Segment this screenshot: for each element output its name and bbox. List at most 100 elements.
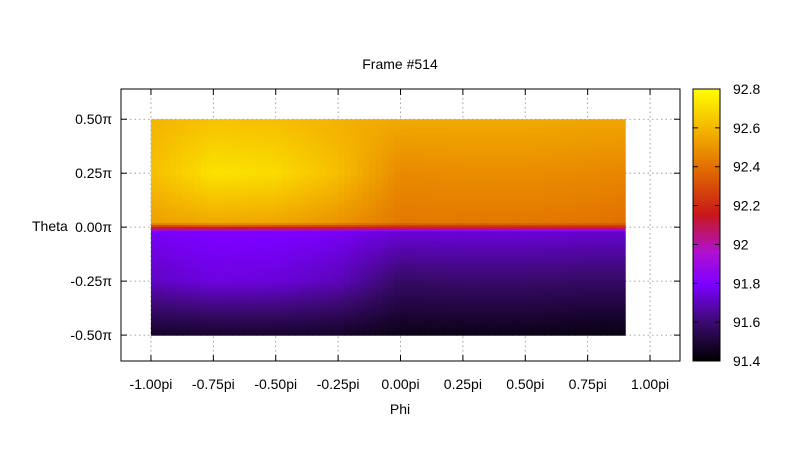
heatmap-cell: [587, 139, 595, 143]
heatmap-cell: [182, 123, 189, 126]
heatmap-cell: [163, 170, 171, 173]
heatmap-cell: [425, 249, 433, 253]
heatmap-cell: [525, 200, 533, 204]
heatmap-cell: [568, 219, 576, 222]
heatmap-cell: [188, 196, 196, 200]
heatmap-cell: [294, 153, 302, 157]
heatmap-cell: [593, 161, 601, 165]
heatmap-cell: [450, 159, 458, 163]
heatmap-cell: [487, 239, 495, 243]
heatmap-cell: [200, 223, 208, 226]
heatmap-cell: [437, 237, 445, 240]
heatmap-cell: [475, 153, 483, 157]
heatmap-cell: [375, 164, 383, 167]
heatmap-cell: [394, 231, 402, 234]
heatmap-cell: [543, 188, 551, 192]
heatmap-cell: [363, 153, 370, 157]
heatmap-cell: [425, 237, 433, 240]
heatmap-cell: [500, 233, 508, 236]
heatmap-cell: [450, 143, 458, 147]
heatmap-cell: [306, 119, 314, 122]
heatmap-cell: [269, 206, 277, 210]
heatmap-cell: [519, 219, 526, 222]
heatmap-cell: [250, 166, 258, 169]
heatmap-cell: [313, 192, 320, 196]
heatmap-cell: [593, 237, 601, 240]
heatmap-cell: [519, 243, 526, 247]
heatmap-cell: [269, 121, 277, 124]
heatmap-cell: [462, 245, 470, 249]
heatmap-cell: [306, 176, 314, 179]
heatmap-cell: [537, 135, 545, 139]
heatmap-cell: [425, 204, 433, 208]
heatmap-cell: [525, 202, 533, 206]
heatmap-cell: [281, 202, 289, 206]
heatmap-cell: [500, 247, 508, 251]
heatmap-cell: [288, 216, 296, 220]
heatmap-cell: [175, 202, 183, 206]
heatmap-cell: [175, 143, 183, 147]
heatmap-cell: [182, 131, 189, 135]
heatmap-cell: [581, 192, 589, 196]
heatmap-cell: [543, 249, 551, 253]
heatmap-cell: [581, 184, 589, 188]
heatmap-cell: [419, 180, 427, 183]
heatmap-cell: [169, 155, 177, 159]
chart-title: Frame #514: [362, 56, 438, 72]
heatmap-cell: [388, 125, 395, 128]
heatmap-cell: [506, 235, 514, 238]
heatmap-cell: [537, 119, 545, 122]
heatmap-cell: [568, 123, 576, 126]
heatmap-cell: [232, 143, 239, 147]
heatmap-cell: [319, 186, 327, 190]
heatmap-cell: [550, 137, 558, 141]
heatmap-cell: [313, 147, 320, 151]
heatmap-cell: [537, 125, 545, 128]
heatmap-cell: [537, 131, 545, 135]
heatmap-cell: [537, 155, 545, 159]
heatmap-cell: [225, 153, 233, 157]
heatmap-cell: [412, 166, 420, 169]
heatmap-cell: [500, 151, 508, 155]
heatmap-cell: [537, 188, 545, 192]
heatmap-cell: [562, 153, 570, 157]
heatmap-cell: [275, 235, 283, 238]
heatmap-cell: [150, 139, 158, 143]
heatmap-cell: [363, 180, 370, 183]
heatmap-cell: [263, 131, 271, 135]
heatmap-cell: [512, 237, 520, 240]
heatmap-cell: [388, 235, 395, 238]
heatmap-cell: [169, 210, 177, 214]
heatmap-cell: [207, 168, 214, 171]
heatmap-cell: [531, 143, 539, 147]
heatmap-cell: [419, 184, 427, 188]
heatmap-cell: [512, 190, 520, 194]
heatmap-cell: [269, 231, 277, 234]
heatmap-cell: [506, 137, 514, 141]
heatmap-cell: [450, 188, 458, 192]
heatmap-cell: [257, 129, 264, 133]
heatmap-cell: [562, 235, 570, 238]
heatmap-cell: [487, 227, 495, 230]
heatmap-cell: [487, 198, 495, 202]
heatmap-cell: [481, 186, 489, 190]
heatmap-cell: [556, 227, 564, 230]
heatmap-cell: [232, 155, 239, 159]
heatmap-cell: [556, 216, 564, 220]
heatmap-cell: [406, 206, 414, 210]
heatmap-cell: [350, 251, 358, 255]
heatmap-cell: [556, 125, 564, 128]
heatmap-cell: [450, 164, 458, 167]
heatmap-cell: [419, 135, 427, 139]
heatmap-cell: [200, 237, 208, 240]
heatmap-cell: [300, 251, 308, 255]
heatmap-cell: [163, 157, 171, 161]
heatmap-cell: [494, 194, 501, 198]
heatmap-cell: [500, 235, 508, 238]
heatmap-cell: [194, 214, 202, 218]
heatmap-cell: [419, 149, 427, 153]
heatmap-cell: [269, 223, 277, 226]
heatmap-cell: [587, 123, 595, 126]
heatmap-cell: [444, 157, 452, 161]
heatmap-cell: [500, 149, 508, 153]
